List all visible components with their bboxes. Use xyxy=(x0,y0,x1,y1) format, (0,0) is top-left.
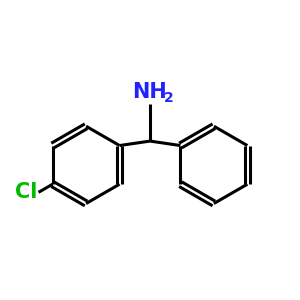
Text: 2: 2 xyxy=(164,92,173,105)
Text: Cl: Cl xyxy=(15,182,37,203)
Text: NH: NH xyxy=(133,82,167,102)
